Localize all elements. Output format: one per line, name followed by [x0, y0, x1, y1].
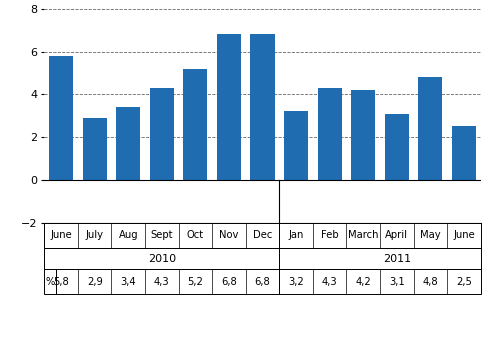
Text: %: % [45, 277, 55, 287]
Text: Aug: Aug [118, 230, 138, 240]
Text: May: May [420, 230, 441, 240]
Bar [183, 69, 208, 180]
Text: June: June [50, 230, 72, 240]
Text: 5,2: 5,2 [187, 277, 203, 287]
Text: June: June [453, 230, 475, 240]
Bar [49, 56, 73, 180]
Text: Jan: Jan [288, 230, 304, 240]
Text: July: July [86, 230, 104, 240]
Text: Dec: Dec [253, 230, 272, 240]
Bar [452, 126, 476, 180]
Bar [418, 77, 442, 180]
Text: Oct: Oct [187, 230, 204, 240]
Text: April: April [385, 230, 408, 240]
Bar [150, 88, 174, 180]
Text: 3,1: 3,1 [389, 277, 405, 287]
Text: 2011: 2011 [383, 254, 411, 263]
Text: Nov: Nov [219, 230, 239, 240]
Bar [284, 111, 308, 180]
Text: 4,3: 4,3 [322, 277, 338, 287]
Text: March: March [348, 230, 379, 240]
Text: 2,9: 2,9 [87, 277, 103, 287]
Text: 6,8: 6,8 [221, 277, 237, 287]
Text: Sept: Sept [150, 230, 173, 240]
Text: 3,4: 3,4 [120, 277, 136, 287]
Text: 2,5: 2,5 [456, 277, 472, 287]
Text: 2010: 2010 [148, 254, 176, 263]
Text: 4,2: 4,2 [355, 277, 371, 287]
Bar [250, 34, 275, 180]
Text: 3,2: 3,2 [288, 277, 304, 287]
Bar [385, 113, 409, 180]
Bar [116, 107, 141, 180]
Text: 4,8: 4,8 [423, 277, 438, 287]
Bar [317, 88, 342, 180]
Text: 6,8: 6,8 [255, 277, 270, 287]
Bar [351, 90, 375, 180]
Bar [217, 34, 241, 180]
Text: Feb: Feb [321, 230, 339, 240]
Bar [83, 118, 107, 180]
Text: 4,3: 4,3 [154, 277, 170, 287]
Text: 5,8: 5,8 [53, 277, 69, 287]
